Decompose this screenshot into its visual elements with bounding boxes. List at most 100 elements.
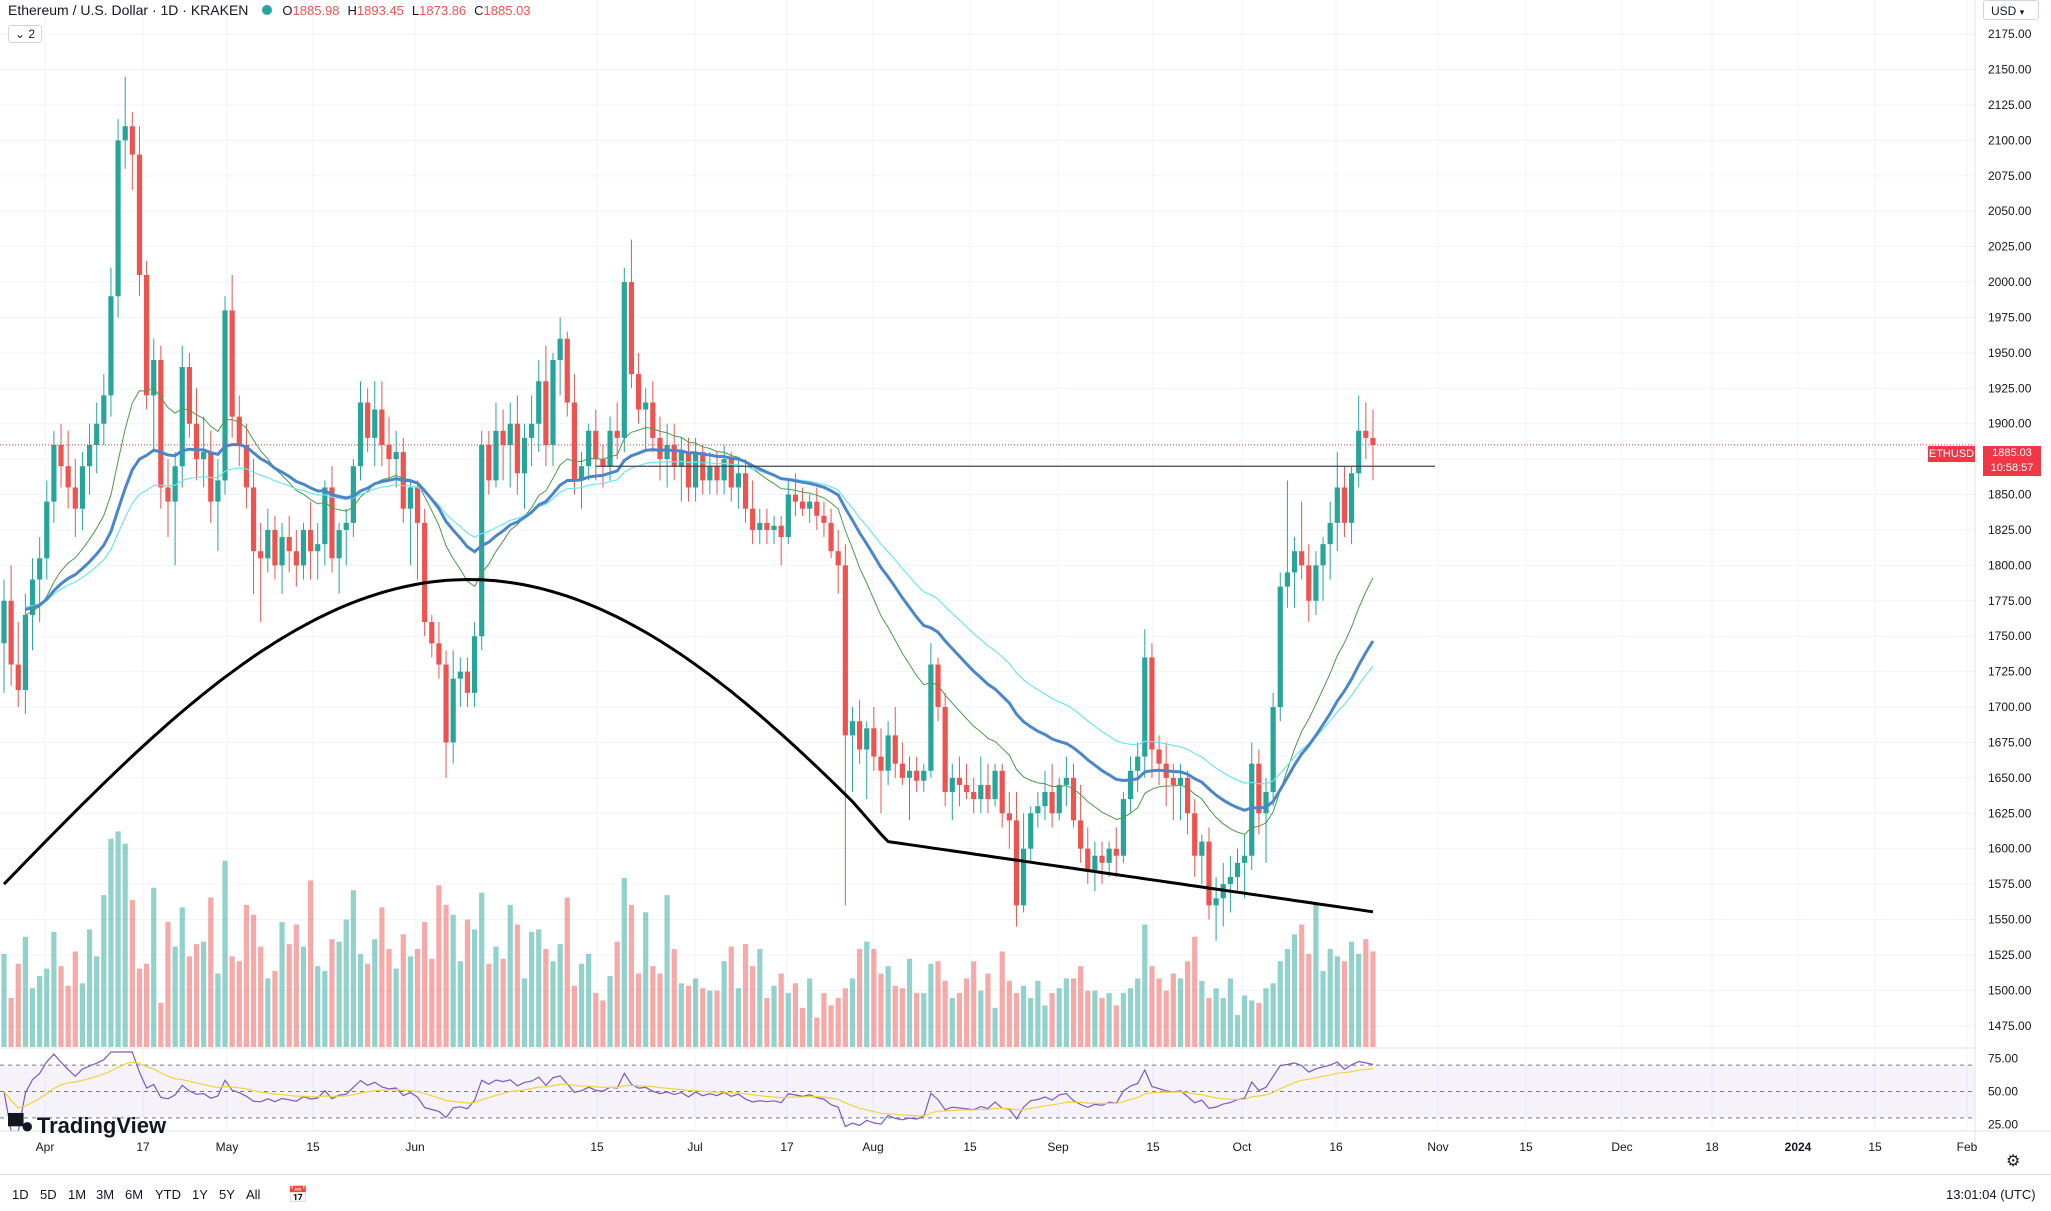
volume-bar xyxy=(807,978,813,1047)
range-5y[interactable]: 5Y xyxy=(219,1187,235,1202)
candle-body xyxy=(1106,848,1112,863)
utc-clock[interactable]: 13:01:04 (UTC) xyxy=(1946,1187,2036,1202)
time-tick-label: 16 xyxy=(1329,1140,1343,1154)
candle-body xyxy=(714,466,720,481)
rsi-tick-label: 75.00 xyxy=(1988,1052,2018,1066)
candle-body xyxy=(265,529,271,559)
candle-body xyxy=(914,770,920,781)
candle-body xyxy=(1320,544,1326,566)
volume-bar xyxy=(158,1002,164,1047)
volume-bar xyxy=(1113,1005,1119,1047)
volume-bar xyxy=(1070,978,1077,1047)
price-tick-label: 1650.00 xyxy=(1988,771,2032,785)
volume-bar xyxy=(864,941,870,1047)
candle-body xyxy=(1206,841,1212,906)
candle-body xyxy=(1,600,7,644)
gear-icon[interactable]: ⚙ xyxy=(2006,1153,2021,1170)
volume-bar xyxy=(999,951,1005,1047)
candle-body xyxy=(1056,784,1062,814)
range-3m[interactable]: 3M xyxy=(96,1187,115,1202)
candle-body xyxy=(365,402,371,438)
candle-body xyxy=(51,444,57,502)
price-chart[interactable]: 75.00 50.00 25.00 2175.00 2150.00 2125.00 210… xyxy=(0,0,2051,1174)
candle-body xyxy=(864,728,870,750)
volume-bar xyxy=(179,907,185,1047)
volume-bar xyxy=(842,988,848,1047)
time-tick-label: 2024 xyxy=(1785,1140,1812,1154)
candle-body xyxy=(750,508,756,530)
symbol-title[interactable]: Ethereum / U.S. Dollar · 1D · KRAKEN xyxy=(8,2,249,18)
candle-body xyxy=(657,437,663,460)
candle-body xyxy=(978,784,984,800)
volume-bar xyxy=(336,941,342,1047)
volume-bar xyxy=(372,939,378,1047)
candle-body xyxy=(343,522,349,530)
candle-body xyxy=(393,452,399,460)
range-1m[interactable]: 1M xyxy=(68,1187,87,1202)
ohlc-open: O1885.98 xyxy=(282,2,340,18)
price-tick-label: 2125.00 xyxy=(1988,98,2032,112)
time-tick-label: 15 xyxy=(590,1140,604,1154)
volume-bar xyxy=(1277,961,1283,1047)
candle-body xyxy=(664,444,670,460)
volume-bar xyxy=(58,966,64,1047)
candle-body xyxy=(685,452,692,488)
candle-body xyxy=(671,444,677,467)
candle-body xyxy=(1263,792,1269,814)
candle-body xyxy=(101,395,107,424)
candle-body xyxy=(122,126,128,141)
currency-button[interactable]: USD ▾ xyxy=(1983,0,2039,20)
indicator-toggle[interactable]: ⌄ 2 xyxy=(8,25,43,43)
price-tick-label: 1850.00 xyxy=(1988,488,2032,502)
candle-body xyxy=(885,735,891,771)
volume-bar xyxy=(457,961,463,1047)
volume-bar xyxy=(436,885,442,1047)
price-tick-label: 1625.00 xyxy=(1988,806,2032,820)
range-ytd[interactable]: YTD xyxy=(155,1187,181,1202)
volume-bar xyxy=(757,949,763,1047)
volume-bar xyxy=(386,949,392,1047)
candle-body xyxy=(742,473,749,509)
volume-bar xyxy=(1263,988,1269,1047)
volume-bar xyxy=(51,931,57,1047)
tradingview-logo[interactable]: ▀● TradingView xyxy=(8,1113,167,1138)
price-tick-label: 1750.00 xyxy=(1988,629,2032,643)
volume-bar xyxy=(1306,953,1312,1047)
volume-bar xyxy=(928,963,934,1047)
volume-bar xyxy=(329,939,335,1047)
candle-body xyxy=(37,558,43,580)
candle-body xyxy=(471,636,478,693)
candle-body xyxy=(1135,756,1141,771)
candle-body xyxy=(999,770,1005,814)
candle-body xyxy=(878,756,884,771)
candle-body xyxy=(593,430,599,460)
candle-body xyxy=(386,444,392,460)
volume-bar xyxy=(507,904,513,1047)
range-1d[interactable]: 1D xyxy=(12,1187,29,1202)
range-5d[interactable]: 5D xyxy=(40,1187,57,1202)
range-all[interactable]: All xyxy=(246,1187,261,1202)
candle-body xyxy=(1227,877,1233,885)
range-1y[interactable]: 1Y xyxy=(192,1187,208,1202)
calendar-icon[interactable]: 📅 xyxy=(288,1187,308,1204)
volume-bar xyxy=(393,968,399,1047)
volume-bar xyxy=(956,993,963,1047)
candle-body xyxy=(628,282,635,375)
candle-body xyxy=(757,522,763,530)
volume-bar xyxy=(1092,990,1098,1047)
volume-bar xyxy=(771,985,777,1047)
candle-body xyxy=(1299,551,1305,566)
volume-bar xyxy=(514,924,520,1047)
candle-body xyxy=(1270,707,1276,793)
rsi-line xyxy=(3,1051,1374,1132)
ma-200-line xyxy=(2,577,1374,914)
range-6m[interactable]: 6M xyxy=(125,1187,144,1202)
volume-bar xyxy=(44,968,50,1047)
volume-bar xyxy=(1242,995,1248,1047)
volume-bar xyxy=(1327,949,1333,1047)
volume-bar xyxy=(935,961,941,1047)
candle-body xyxy=(571,402,577,481)
candle-body xyxy=(621,282,627,438)
volume-bar xyxy=(407,956,414,1047)
volume-bar xyxy=(357,953,364,1047)
